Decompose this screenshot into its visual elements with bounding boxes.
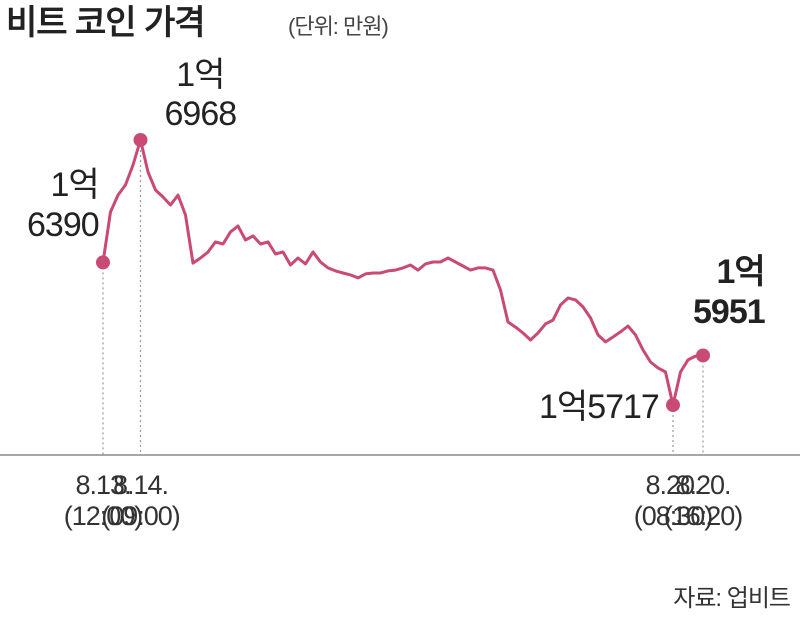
data-label: 1억5717 bbox=[539, 387, 660, 426]
data-label: 1억 6968 bbox=[164, 55, 238, 134]
chart-title: 비트 코인 가격 bbox=[6, 4, 206, 42]
line bbox=[101, 138, 704, 407]
source: 자료: 업비트 bbox=[673, 585, 791, 612]
x-tick-label: 8.13. (12:00) bbox=[63, 470, 144, 532]
data-label: 1억 5951 bbox=[693, 253, 766, 331]
x-tick-label: 8.20. (08:30) bbox=[633, 470, 714, 532]
data-label: 1억 6390 bbox=[27, 166, 100, 244]
point bbox=[96, 255, 110, 270]
x-tick-label: 8.20. (16:20) bbox=[663, 470, 744, 532]
subtitle: (단위: 만원) bbox=[288, 14, 389, 39]
point bbox=[133, 132, 148, 147]
point bbox=[666, 398, 680, 413]
point bbox=[696, 348, 710, 363]
x-tick-label: 8.14. (09:00) bbox=[101, 470, 181, 532]
